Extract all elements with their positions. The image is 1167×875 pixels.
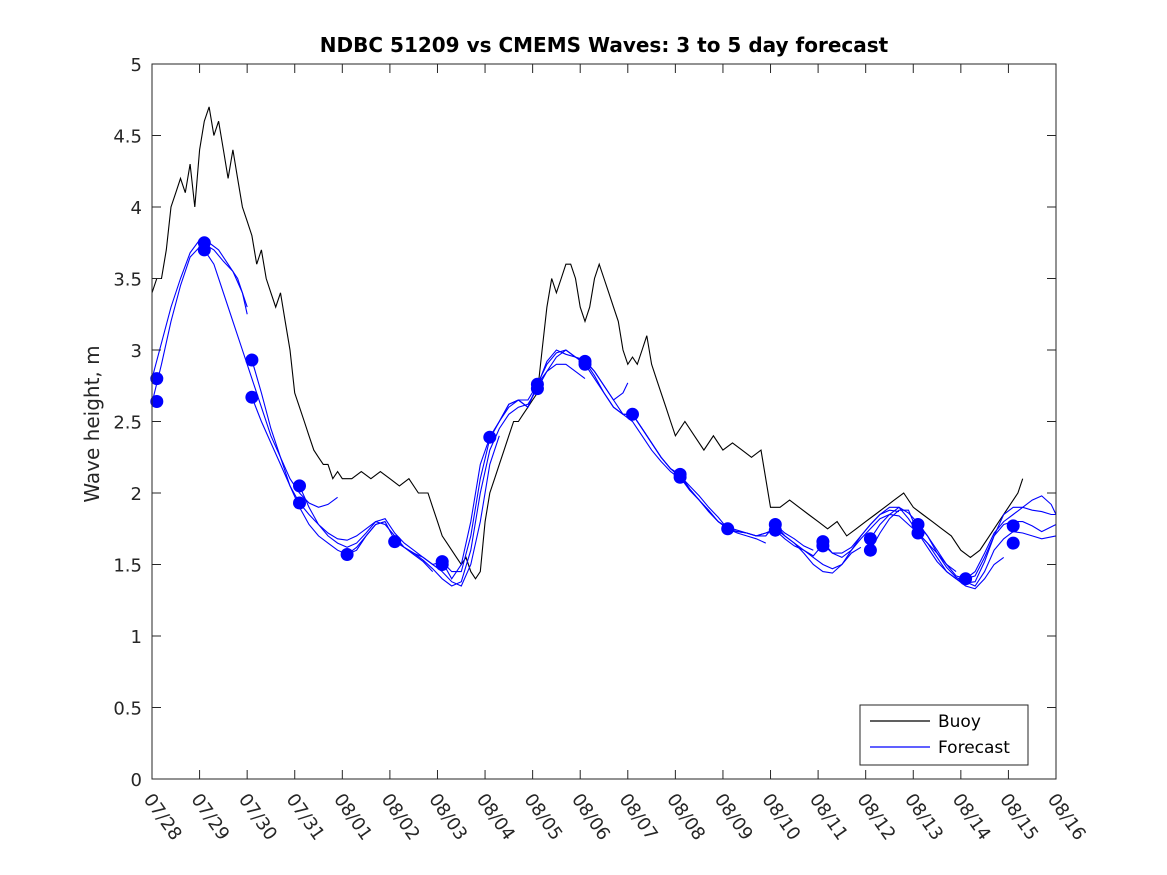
- legend-buoy-label: Buoy: [938, 712, 981, 732]
- forecast-marker-29: [911, 526, 925, 540]
- forecast-marker-32: [1006, 536, 1020, 550]
- y-tick-label: 0: [131, 770, 142, 791]
- forecast-marker-17: [578, 357, 592, 371]
- legend-forecast-label: Forecast: [938, 738, 1010, 758]
- y-axis-label: Wave height, m: [80, 345, 104, 502]
- legend-box: [859, 704, 1029, 766]
- forecast-series-line-5: [251, 396, 434, 572]
- y-tick-label: 0.5: [113, 699, 142, 720]
- forecast-marker-23: [768, 523, 782, 537]
- forecast-marker-26: [863, 532, 877, 546]
- y-tick-label: 2: [131, 484, 142, 505]
- forecast-marker-12: [435, 558, 449, 571]
- forecast-series-line-7: [346, 388, 538, 587]
- forecast-marker-10: [388, 535, 402, 549]
- forecast-marker-31: [1006, 519, 1020, 533]
- y-tick-label: 5: [131, 55, 142, 76]
- forecast-marker-5: [245, 353, 259, 367]
- y-tick-label: 1.5: [113, 556, 142, 577]
- forecast-marker-8: [293, 496, 306, 510]
- forecast-marker-7: [293, 479, 306, 493]
- buoy-series-line: [151, 106, 1024, 580]
- forecast-marker-9: [340, 548, 354, 561]
- y-tick-labels: 0 0.5 1 1.5 2 2.5 3 3.5 4 4.5 5: [113, 55, 142, 791]
- forecast-marker-15: [530, 377, 544, 391]
- forecast-marker-6: [245, 390, 259, 404]
- forecast-series-line-3: [203, 249, 338, 508]
- y-tick-label: 1: [131, 627, 142, 648]
- forecast-marker-27: [863, 543, 877, 557]
- plot-area: [150, 106, 1057, 590]
- axis-ticks: [151, 63, 1057, 780]
- forecast-marker-13: [483, 430, 497, 444]
- forecast-series-line-20: [917, 506, 1056, 580]
- y-tick-label: 4.5: [113, 127, 142, 148]
- forecast-marker-30: [959, 572, 973, 586]
- legend: Buoy Forecast: [859, 704, 1029, 766]
- forecast-series-line-4: [251, 359, 386, 556]
- y-tick-label: 2.5: [113, 413, 142, 434]
- y-tick-label: 3.5: [113, 270, 142, 291]
- y-tick-label: 4: [131, 198, 142, 219]
- forecast-marker-25: [816, 539, 830, 553]
- forecast-marker-21: [721, 522, 735, 536]
- y-tick-label: 3: [131, 341, 142, 362]
- forecast-marker-1: [150, 395, 164, 408]
- forecast-marker-18: [626, 407, 639, 421]
- forecast-marker-4: [197, 236, 211, 250]
- forecast-marker-2: [150, 372, 164, 386]
- forecast-marker-20: [673, 470, 687, 484]
- forecast-series-line-21: [965, 495, 1057, 580]
- chart-title: NDBC 51209 vs CMEMS Waves: 3 to 5 day fo…: [320, 33, 889, 57]
